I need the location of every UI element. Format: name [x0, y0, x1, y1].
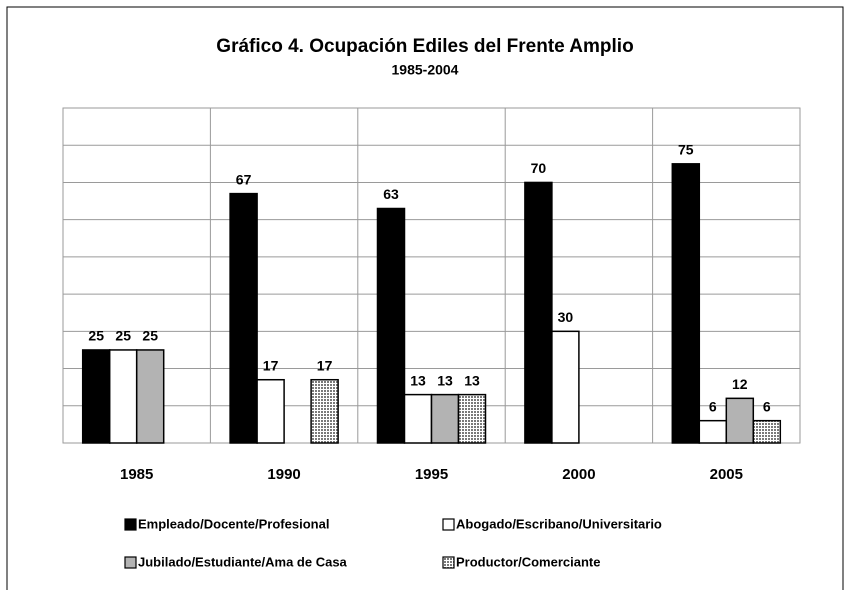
chart-title: Gráfico 4. Ocupación Ediles del Frente A… — [216, 36, 633, 57]
legend-label: Empleado/Docente/Profesional — [138, 516, 329, 531]
data-label: 13 — [464, 372, 480, 388]
bar — [108, 349, 138, 444]
data-label: 63 — [383, 186, 399, 202]
bar — [457, 393, 487, 444]
legend-label: Abogado/Escribano/Universitario — [456, 516, 662, 531]
data-label: 13 — [410, 372, 426, 388]
x-tick-label: 2000 — [562, 466, 595, 483]
legend-label: Jubilado/Estudiante/Ama de Casa — [138, 554, 348, 569]
data-label: 70 — [531, 160, 547, 176]
data-label: 17 — [317, 357, 333, 373]
bar — [752, 419, 782, 444]
bar — [229, 192, 258, 444]
bar — [256, 378, 285, 444]
legend-swatch — [442, 518, 455, 531]
data-label: 25 — [115, 328, 131, 344]
chart-subtitle: 1985-2004 — [392, 62, 459, 78]
data-label: 6 — [709, 398, 717, 414]
x-tick-label: 1995 — [415, 466, 448, 483]
legend-swatch — [442, 556, 455, 569]
bar — [671, 163, 701, 444]
x-tick-label: 2005 — [710, 466, 743, 483]
data-label: 75 — [678, 142, 694, 158]
bar — [551, 330, 580, 444]
x-tick-label: 1985 — [120, 466, 153, 483]
data-label: 12 — [732, 376, 748, 392]
x-tick-label: 1990 — [267, 466, 300, 483]
legend-swatch — [124, 556, 137, 569]
bar — [698, 419, 728, 444]
legend-swatch — [124, 518, 137, 531]
bar — [81, 349, 111, 444]
frame — [6, 6, 844, 590]
bar — [725, 397, 755, 444]
data-label: 13 — [437, 372, 453, 388]
bar — [403, 393, 433, 444]
bar — [135, 349, 165, 444]
bar — [310, 378, 339, 444]
legend-label: Productor/Comerciante — [456, 554, 600, 569]
data-label: 6 — [763, 398, 771, 414]
bar — [430, 393, 460, 444]
bar — [376, 207, 406, 444]
data-label: 25 — [88, 328, 104, 344]
data-label: 17 — [263, 357, 279, 373]
data-label: 67 — [236, 171, 252, 187]
data-label: 30 — [558, 309, 574, 325]
bar — [524, 181, 553, 444]
data-label: 25 — [142, 328, 158, 344]
